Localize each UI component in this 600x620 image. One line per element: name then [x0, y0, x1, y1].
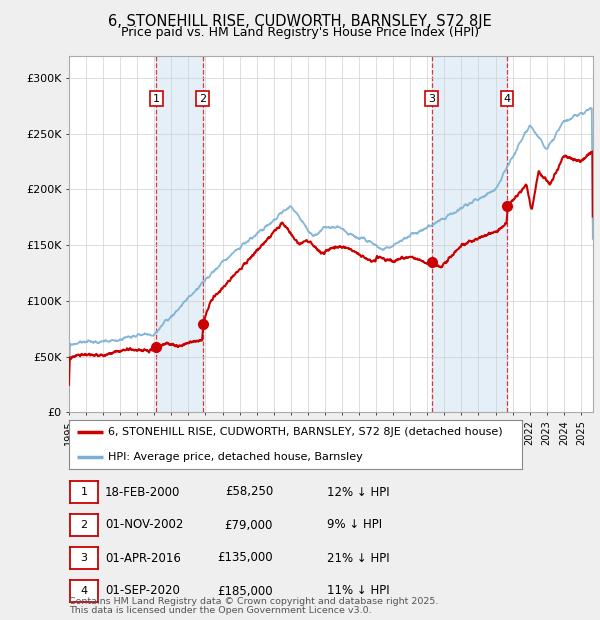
Text: 2: 2 — [199, 94, 206, 104]
Bar — [431, 56, 507, 412]
Text: 18-FEB-2000: 18-FEB-2000 — [105, 485, 181, 498]
Text: 3: 3 — [428, 94, 435, 104]
Text: 9% ↓ HPI: 9% ↓ HPI — [327, 518, 382, 531]
Text: This data is licensed under the Open Government Licence v3.0.: This data is licensed under the Open Gov… — [69, 606, 371, 615]
Text: 6, STONEHILL RISE, CUDWORTH, BARNSLEY, S72 8JE: 6, STONEHILL RISE, CUDWORTH, BARNSLEY, S… — [108, 14, 492, 29]
Text: 1: 1 — [153, 94, 160, 104]
Text: 4: 4 — [503, 94, 511, 104]
Text: 6, STONEHILL RISE, CUDWORTH, BARNSLEY, S72 8JE (detached house): 6, STONEHILL RISE, CUDWORTH, BARNSLEY, S… — [107, 427, 502, 438]
Text: 01-NOV-2002: 01-NOV-2002 — [105, 518, 184, 531]
Text: £135,000: £135,000 — [217, 552, 273, 564]
Text: 01-APR-2016: 01-APR-2016 — [105, 552, 181, 564]
Text: 21% ↓ HPI: 21% ↓ HPI — [327, 552, 389, 564]
Bar — [157, 56, 203, 412]
Text: 11% ↓ HPI: 11% ↓ HPI — [327, 585, 389, 598]
Text: Contains HM Land Registry data © Crown copyright and database right 2025.: Contains HM Land Registry data © Crown c… — [69, 597, 439, 606]
Text: HPI: Average price, detached house, Barnsley: HPI: Average price, detached house, Barn… — [107, 451, 362, 462]
Text: £79,000: £79,000 — [224, 518, 273, 531]
Text: 1: 1 — [80, 487, 88, 497]
Text: 3: 3 — [80, 553, 88, 563]
Text: £185,000: £185,000 — [217, 585, 273, 598]
Text: 01-SEP-2020: 01-SEP-2020 — [105, 585, 180, 598]
Text: 4: 4 — [80, 586, 88, 596]
Text: £58,250: £58,250 — [225, 485, 273, 498]
Text: 12% ↓ HPI: 12% ↓ HPI — [327, 485, 389, 498]
Text: Price paid vs. HM Land Registry's House Price Index (HPI): Price paid vs. HM Land Registry's House … — [121, 26, 479, 39]
Text: 2: 2 — [80, 520, 88, 530]
